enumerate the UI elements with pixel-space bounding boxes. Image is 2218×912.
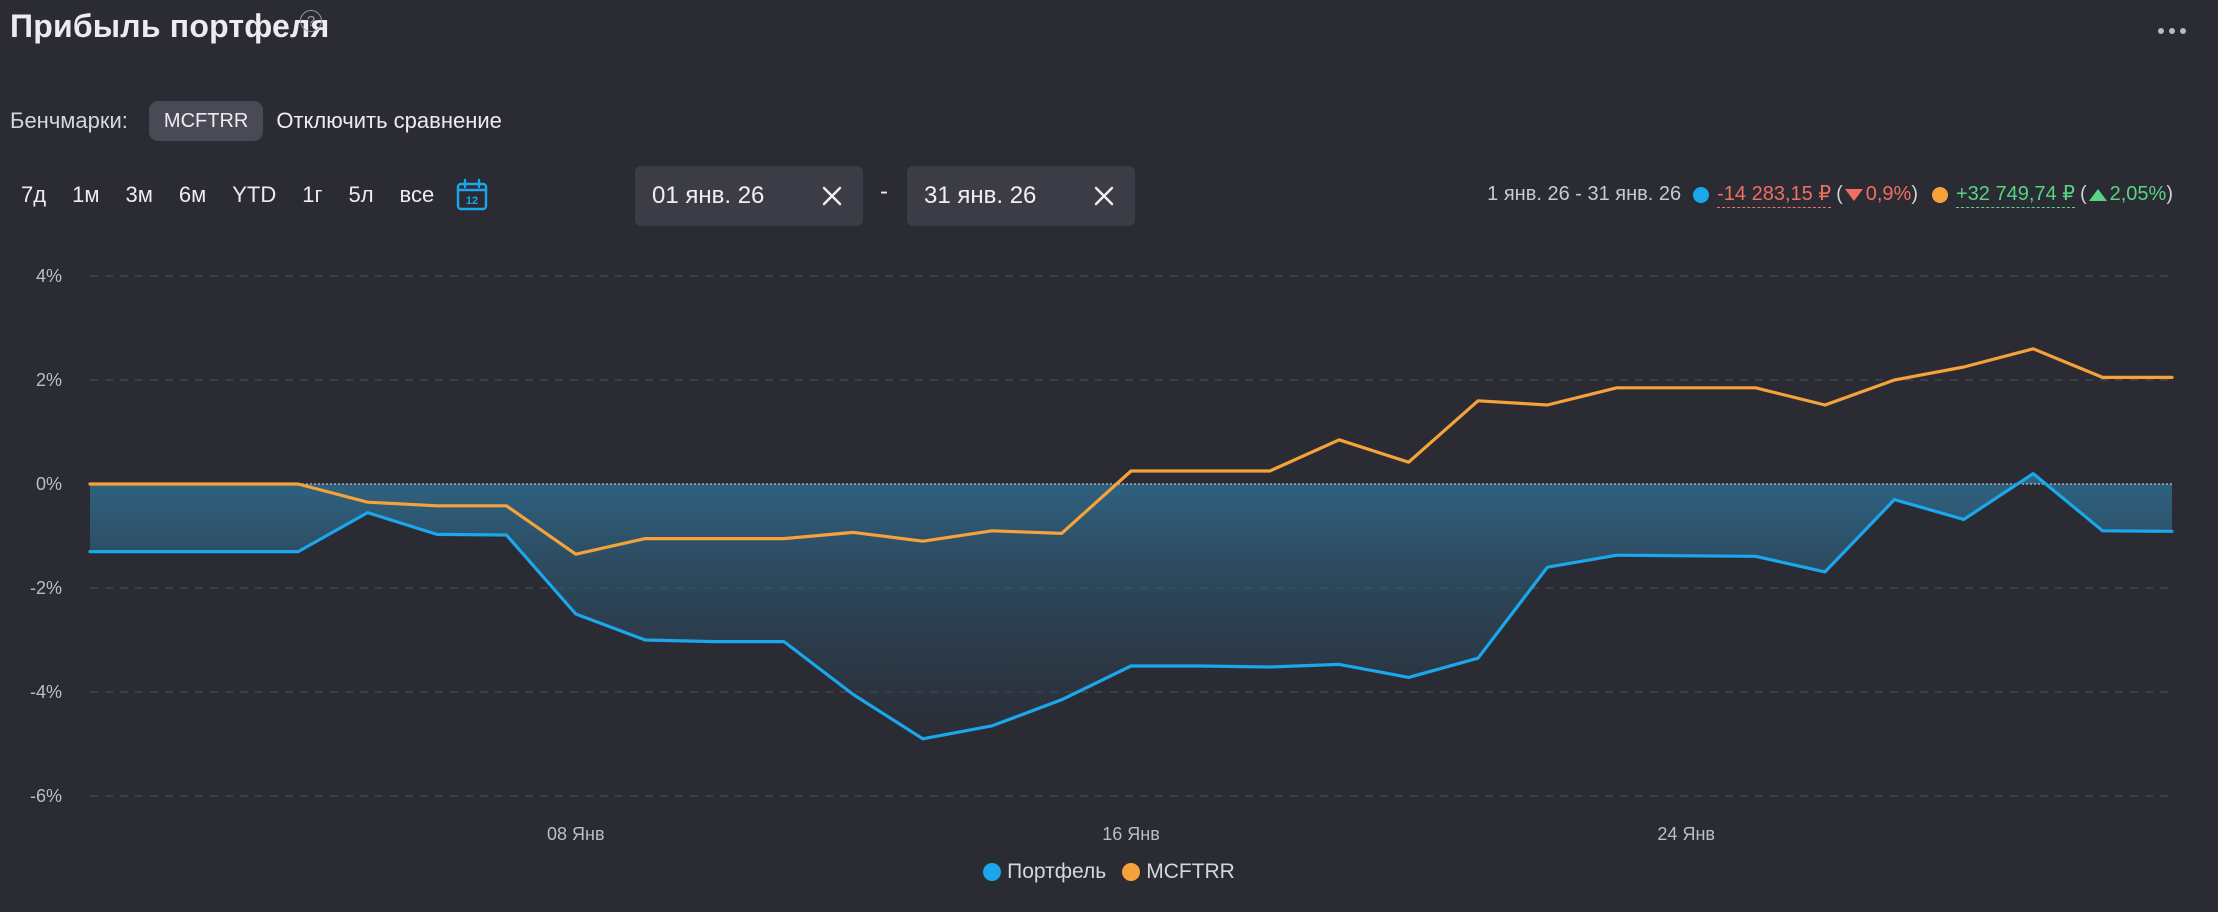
date-range-separator: - [880, 178, 888, 205]
legend-item-portfolio[interactable]: Портфель [983, 860, 1106, 884]
date-from-value: 01 янв. 26 [652, 182, 765, 209]
benchmark-chip[interactable]: MCFTRR [148, 101, 264, 141]
period-6m[interactable]: 6м [178, 182, 207, 207]
legend-benchmark-label: MCFTRR [1146, 860, 1235, 883]
portfolio-line [88, 472, 2174, 741]
y-tick-label: 4% [36, 266, 62, 286]
page-title: Прибыль портфеля [10, 8, 330, 44]
portfolio-dot-icon [1693, 186, 1710, 203]
period-1m[interactable]: 1м [72, 182, 100, 207]
portfolio-paren-close: ) [1911, 183, 1918, 205]
x-tick-label: 24 Янв [1657, 824, 1715, 844]
period-3m[interactable]: 3м [125, 182, 153, 207]
benchmark-profit-percent: 2,05% [2109, 183, 2167, 205]
portfolio-paren-open: ( [1836, 183, 1843, 205]
benchmarks-label: Бенчмарки: [10, 108, 128, 133]
benchmark-paren-close: ) [2166, 183, 2173, 205]
benchmarks-row: Бенчмарки: MCFTRR Отключить сравнение [10, 100, 502, 142]
period-ytd[interactable]: YTD [232, 182, 277, 207]
benchmark-dot-icon [1932, 186, 1948, 203]
x-tick-label: 08 Янв [547, 824, 605, 844]
period-selector: 7д 1м 3м 6м YTD 1г 5л все 12 [8, 176, 489, 214]
x-tick-label: 16 Янв [1102, 824, 1160, 844]
y-tick-label: 0% [36, 474, 62, 494]
portfolio-profit-value[interactable]: -14 283,15 ₽ [1717, 181, 1832, 208]
y-tick-label: 2% [36, 370, 62, 390]
y-tick-label: -2% [30, 578, 62, 598]
triangle-up-icon [2088, 188, 2107, 201]
benchmark-line [88, 347, 2174, 556]
period-summary: 1 янв. 26 - 31 янв. 26 -14 283,15 ₽ ( 0,… [1487, 181, 2173, 208]
period-7d[interactable]: 7д [21, 182, 47, 207]
clear-date-to-icon[interactable] [1093, 185, 1115, 207]
benchmark-profit-value[interactable]: +32 749,74 ₽ [1956, 181, 2075, 208]
portfolio-area [90, 473, 2172, 739]
legend-benchmark-dot-icon [1122, 863, 1141, 881]
more-horizontal-icon[interactable] [2152, 18, 2192, 44]
legend-portfolio-dot-icon [983, 863, 1002, 881]
triangle-down-icon [1844, 188, 1863, 201]
help-icon[interactable]: ? [300, 10, 322, 32]
legend-portfolio-label: Портфель [1007, 860, 1107, 883]
summary-range: 1 янв. 26 - 31 янв. 26 [1487, 183, 1682, 205]
legend-item-benchmark[interactable]: MCFTRR [1122, 860, 1235, 884]
period-1y[interactable]: 1г [302, 182, 323, 207]
y-tick-label: -4% [30, 682, 62, 702]
chart-legend: Портфель MCFTRR [0, 860, 2218, 884]
disable-comparison-link[interactable]: Отключить сравнение [276, 108, 502, 133]
calendar-icon[interactable]: 12 [455, 178, 489, 212]
period-all[interactable]: все [399, 182, 435, 207]
date-from-field[interactable]: 01 янв. 26 [635, 166, 863, 226]
y-tick-label: -6% [30, 786, 62, 806]
portfolio-profit-percent: 0,9% [1865, 183, 1912, 205]
date-to-value: 31 янв. 26 [924, 182, 1037, 209]
benchmark-paren-open: ( [2079, 183, 2087, 205]
calendar-day: 12 [466, 195, 478, 207]
period-5y[interactable]: 5л [348, 182, 374, 207]
date-to-field[interactable]: 31 янв. 26 [907, 166, 1135, 226]
profit-chart[interactable]: 4% 2% 0% -2% -4% -6% 08 Янв 16 Янв 24 Янв [0, 240, 2218, 855]
clear-date-from-icon[interactable] [821, 185, 843, 207]
